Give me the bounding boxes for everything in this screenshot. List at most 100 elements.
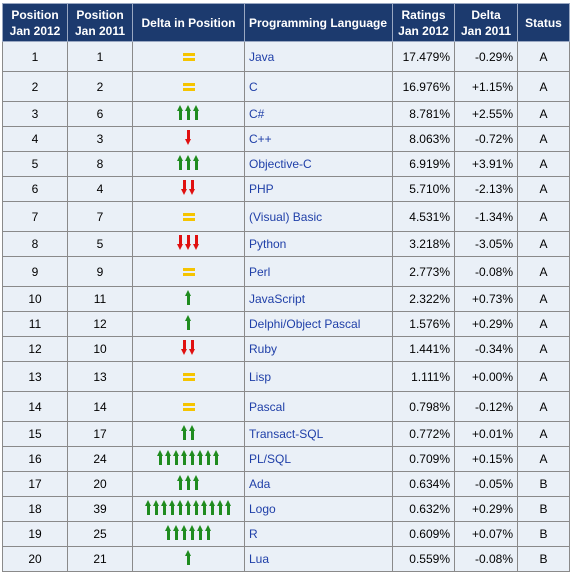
language-link[interactable]: Java [244, 41, 393, 72]
header-ratings-line1: Ratings [401, 7, 446, 22]
delta-position-cell [132, 176, 245, 202]
up-arrow-icon [209, 500, 216, 516]
table-row: 11 12 Delphi/Object Pascal 1.576% +0.29% A [2, 311, 570, 337]
delta-cell: +0.29% [454, 496, 518, 522]
language-link[interactable]: Pascal [244, 391, 393, 422]
ranking-table: Position Jan 2012 Position Jan 2011 Delt… [2, 3, 570, 572]
status-cell: A [517, 176, 570, 202]
down-arrow-icon [189, 180, 196, 196]
status-cell: A [517, 311, 570, 337]
position-2012-cell: 13 [2, 361, 68, 392]
language-link[interactable]: (Visual) Basic [244, 201, 393, 232]
language-link[interactable]: PHP [244, 176, 393, 202]
delta-cell: +0.15% [454, 446, 518, 472]
position-2012-cell: 11 [2, 311, 68, 337]
trend-indicator [177, 155, 201, 171]
language-link[interactable]: Logo [244, 496, 393, 522]
table-body: 1 1 Java 17.479% -0.29% A 2 2 C 16.976% +1.15% A 3 6 C… [2, 41, 570, 572]
position-2011-cell: 39 [67, 496, 133, 522]
status-cell: A [517, 446, 570, 472]
up-arrow-icon [177, 105, 184, 121]
rating-cell: 2.773% [392, 256, 455, 287]
up-arrow-icon [173, 450, 180, 466]
delta-cell: +0.07% [454, 521, 518, 547]
position-2012-cell: 8 [2, 231, 68, 257]
language-link[interactable]: Ada [244, 471, 393, 497]
delta-cell: +0.00% [454, 361, 518, 392]
position-2012-cell: 17 [2, 471, 68, 497]
position-2012-cell: 10 [2, 286, 68, 312]
language-link[interactable]: Objective-C [244, 151, 393, 177]
position-2012-cell: 4 [2, 126, 68, 152]
language-link[interactable]: Lua [244, 546, 393, 572]
up-arrow-icon [197, 450, 204, 466]
down-arrow-icon [193, 235, 200, 251]
up-arrow-icon [193, 475, 200, 491]
trend-indicator [181, 180, 197, 196]
equals-icon [182, 372, 195, 381]
table-row: 18 39 Logo 0.632% +0.29% B [2, 496, 570, 522]
status-cell: A [517, 151, 570, 177]
status-cell: A [517, 101, 570, 127]
delta-position-cell [132, 201, 245, 232]
up-arrow-icon [185, 155, 192, 171]
trend-indicator [182, 79, 195, 95]
status-cell: A [517, 126, 570, 152]
language-link[interactable]: Ruby [244, 336, 393, 362]
table-row: 7 7 (Visual) Basic 4.531% -1.34% A [2, 201, 570, 232]
header-position-2012: Position Jan 2012 [2, 3, 68, 42]
language-link[interactable]: Delphi/Object Pascal [244, 311, 393, 337]
language-link[interactable]: Lisp [244, 361, 393, 392]
up-arrow-icon [185, 315, 192, 331]
position-2011-cell: 20 [67, 471, 133, 497]
language-link[interactable]: PL/SQL [244, 446, 393, 472]
up-arrow-icon [145, 500, 152, 516]
delta-cell: -1.34% [454, 201, 518, 232]
table-row: 20 21 Lua 0.559% -0.08% B [2, 546, 570, 572]
position-2012-cell: 6 [2, 176, 68, 202]
header-delta-position: Delta in Position [132, 3, 245, 42]
delta-position-cell [132, 336, 245, 362]
language-link[interactable]: C++ [244, 126, 393, 152]
trend-indicator [181, 425, 197, 441]
up-arrow-icon [197, 525, 204, 541]
status-cell: B [517, 521, 570, 547]
table-row: 2 2 C 16.976% +1.15% A [2, 71, 570, 102]
up-arrow-icon [185, 290, 192, 306]
language-link[interactable]: Python [244, 231, 393, 257]
rating-cell: 2.322% [392, 286, 455, 312]
down-arrow-icon [181, 180, 188, 196]
rating-cell: 4.531% [392, 201, 455, 232]
delta-cell: +0.29% [454, 311, 518, 337]
rating-cell: 16.976% [392, 71, 455, 102]
delta-position-cell [132, 286, 245, 312]
position-2011-cell: 24 [67, 446, 133, 472]
language-link[interactable]: Perl [244, 256, 393, 287]
delta-position-cell [132, 126, 245, 152]
down-arrow-icon [185, 130, 192, 146]
language-link[interactable]: Transact-SQL [244, 421, 393, 447]
rating-cell: 17.479% [392, 41, 455, 72]
position-2012-cell: 3 [2, 101, 68, 127]
status-cell: B [517, 546, 570, 572]
language-link[interactable]: C# [244, 101, 393, 127]
delta-cell: +2.55% [454, 101, 518, 127]
trend-indicator [185, 315, 193, 331]
rating-cell: 0.798% [392, 391, 455, 422]
up-arrow-icon [213, 450, 220, 466]
delta-position-cell [132, 446, 245, 472]
position-2011-cell: 7 [67, 201, 133, 232]
rating-cell: 5.710% [392, 176, 455, 202]
language-link[interactable]: R [244, 521, 393, 547]
position-2011-cell: 4 [67, 176, 133, 202]
up-arrow-icon [193, 500, 200, 516]
position-2011-cell: 13 [67, 361, 133, 392]
table-row: 13 13 Lisp 1.111% +0.00% A [2, 361, 570, 392]
language-link[interactable]: C [244, 71, 393, 102]
delta-position-cell [132, 71, 245, 102]
delta-cell: -0.29% [454, 41, 518, 72]
delta-position-cell [132, 311, 245, 337]
up-arrow-icon [189, 525, 196, 541]
status-cell: A [517, 421, 570, 447]
language-link[interactable]: JavaScript [244, 286, 393, 312]
